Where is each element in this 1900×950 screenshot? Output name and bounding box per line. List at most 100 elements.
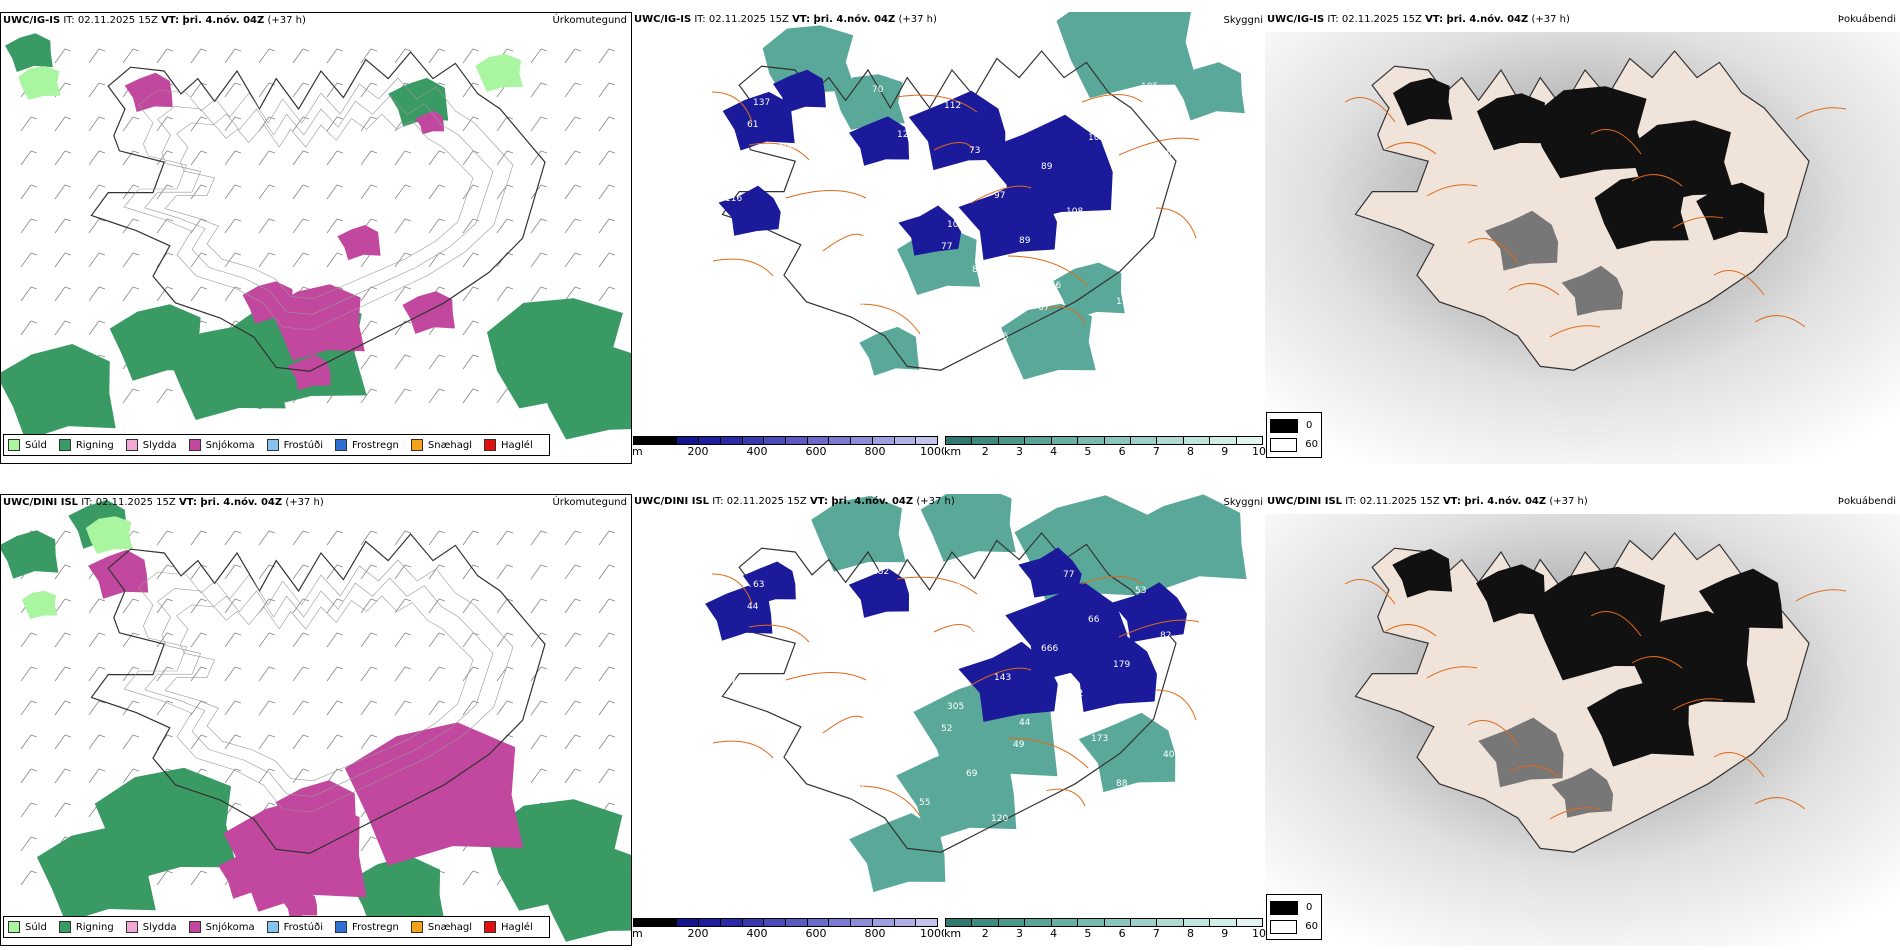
wind-barb <box>54 666 72 682</box>
wind-barb <box>326 184 344 200</box>
visibility-value: 77 <box>1063 570 1074 580</box>
precip-legend-item: Snæhagl <box>410 921 472 933</box>
road <box>1385 624 1437 637</box>
snow-area <box>415 110 444 135</box>
wind-barb <box>224 802 242 818</box>
wind-barb <box>156 48 174 64</box>
legend-swatch <box>58 439 71 451</box>
wind-barb <box>326 530 344 546</box>
wind-barb <box>122 734 140 750</box>
colorbar-cell <box>829 437 852 444</box>
wind-barb <box>530 564 548 580</box>
visibility-value: 53 <box>772 165 783 175</box>
wind-barb <box>530 632 548 648</box>
visibility-value: 48 <box>966 287 978 297</box>
valid-time: VT: þri. 4.nóv. 04Z <box>161 15 265 26</box>
wind-barb <box>156 388 174 404</box>
wind-barb <box>564 48 582 64</box>
visibility-value: 319 <box>969 628 986 638</box>
wind-barb <box>496 530 514 546</box>
wind-barb <box>530 700 548 716</box>
visibility-value: 100 <box>1063 88 1080 98</box>
lead-time: (+37 h) <box>1531 14 1570 25</box>
panel-param-title: Skyggni <box>1223 15 1263 26</box>
wind-barb <box>530 252 548 268</box>
colorbar-tick-label: 2 <box>981 445 989 458</box>
coastline <box>90 51 546 372</box>
visibility-panel-top: UWC/IG-IS IT: 02.11.2025 15Z VT: þri. 4.… <box>632 12 1265 464</box>
visibility-value: 52 <box>941 724 952 734</box>
legend-swatch <box>266 439 279 451</box>
legend-label: 60 <box>1305 921 1318 932</box>
visibility-value: 107 <box>800 329 817 339</box>
wind-barb <box>258 184 276 200</box>
wind-barb <box>54 530 72 546</box>
wind-barb <box>88 700 106 716</box>
visibility-colorbar-km-bottom: 12345678910km <box>944 918 1266 940</box>
wind-barb <box>156 116 174 132</box>
visibility-value: 50 <box>916 197 928 207</box>
wind-barb <box>20 700 38 716</box>
colorbar-cell <box>807 919 830 926</box>
wind-barb <box>462 530 480 546</box>
wind-barb <box>326 632 344 648</box>
wind-barb <box>326 150 344 166</box>
wind-barb <box>292 632 310 648</box>
colorbar-tick-label: 1000 <box>920 445 948 458</box>
snow-area <box>88 549 149 599</box>
wind-barb <box>394 184 412 200</box>
wind-barb <box>156 632 174 648</box>
legend-swatch <box>266 921 279 933</box>
colorbar-unit: km <box>944 927 962 940</box>
wind-barb <box>598 286 616 302</box>
low-visibility-area <box>1001 303 1096 380</box>
wind-barb <box>394 632 412 648</box>
wind-barb <box>462 320 480 336</box>
rain-area <box>349 855 445 933</box>
wind-barb <box>258 150 276 166</box>
wind-barb <box>190 666 208 682</box>
wind-barb <box>224 768 242 784</box>
colorbar-cell <box>998 437 1026 444</box>
wind-barb <box>156 564 174 580</box>
road <box>1508 765 1560 778</box>
road <box>1795 107 1847 120</box>
road <box>970 667 1032 686</box>
legend-swatch <box>188 921 201 933</box>
wind-barb <box>394 150 412 166</box>
wind-barb <box>122 218 140 234</box>
snow-area <box>281 889 318 920</box>
road <box>1007 255 1089 287</box>
visibility-value: 170 <box>750 239 767 249</box>
precip-legend: Súld Rigning Slydda Snjókoma Frostúði Frostre… <box>3 434 550 456</box>
road <box>711 91 753 123</box>
visibility-value: 98 <box>797 210 809 220</box>
wind-barb <box>224 184 242 200</box>
wind-barb <box>496 150 514 166</box>
wind-barb <box>190 184 208 200</box>
wind-barb <box>20 184 38 200</box>
terrain-contour <box>144 95 494 315</box>
colorbar-cell <box>946 437 973 444</box>
colorbar-cell <box>742 437 765 444</box>
legend-swatch <box>1270 418 1298 433</box>
wind-barb <box>564 734 582 750</box>
visibility-value: 246 <box>1044 281 1061 291</box>
wind-barb <box>20 870 38 886</box>
legend-swatch <box>484 439 497 451</box>
panel-title: UWC/IG-IS IT: 02.11.2025 15Z VT: þri. 4.… <box>634 14 937 25</box>
colorbar-cells <box>945 918 1263 927</box>
legend-label: Slydda <box>142 921 177 933</box>
precip-legend-item: Frostregn <box>335 439 399 451</box>
precip-legend-item: Rigning <box>58 921 114 933</box>
road <box>1672 216 1724 229</box>
road <box>712 258 774 277</box>
visibility-value: 182 <box>872 567 889 577</box>
visibility-value: 105 <box>1141 82 1158 92</box>
road <box>1118 137 1200 156</box>
low-cloud-area <box>1594 174 1689 250</box>
rain-area <box>1 530 59 579</box>
colorbar-cell <box>1130 919 1158 926</box>
wind-barb <box>496 700 514 716</box>
wind-barb <box>598 150 616 166</box>
